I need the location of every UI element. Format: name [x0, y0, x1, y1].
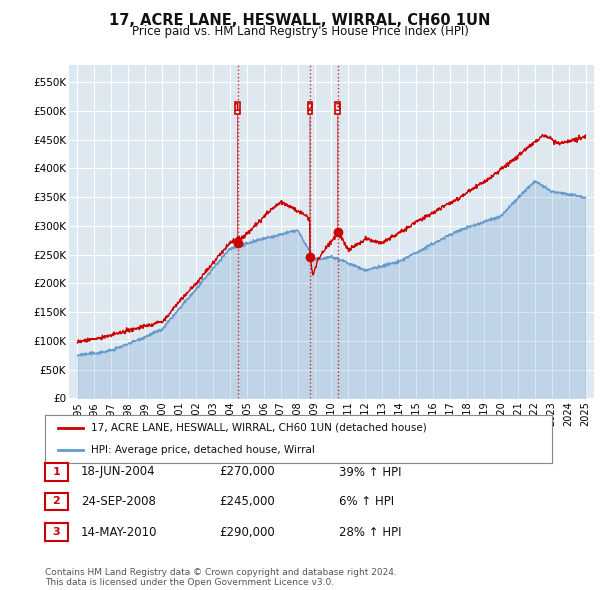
- Text: 1: 1: [235, 103, 241, 113]
- Text: 28% ↑ HPI: 28% ↑ HPI: [339, 526, 401, 539]
- Text: Price paid vs. HM Land Registry's House Price Index (HPI): Price paid vs. HM Land Registry's House …: [131, 25, 469, 38]
- Text: 17, ACRE LANE, HESWALL, WIRRAL, CH60 1UN (detached house): 17, ACRE LANE, HESWALL, WIRRAL, CH60 1UN…: [91, 423, 427, 433]
- Text: 2: 2: [307, 103, 313, 113]
- Text: £245,000: £245,000: [219, 495, 275, 508]
- Text: 18-JUN-2004: 18-JUN-2004: [81, 466, 155, 478]
- FancyBboxPatch shape: [335, 101, 340, 114]
- Text: HPI: Average price, detached house, Wirral: HPI: Average price, detached house, Wirr…: [91, 445, 314, 455]
- Text: £270,000: £270,000: [219, 466, 275, 478]
- Text: £290,000: £290,000: [219, 526, 275, 539]
- Text: 3: 3: [334, 103, 341, 113]
- Text: 24-SEP-2008: 24-SEP-2008: [81, 495, 156, 508]
- FancyBboxPatch shape: [308, 101, 313, 114]
- Text: 6% ↑ HPI: 6% ↑ HPI: [339, 495, 394, 508]
- Text: 2: 2: [53, 497, 60, 506]
- Text: 1: 1: [53, 467, 60, 477]
- FancyBboxPatch shape: [235, 101, 240, 114]
- Text: Contains HM Land Registry data © Crown copyright and database right 2024.
This d: Contains HM Land Registry data © Crown c…: [45, 568, 397, 587]
- Text: 3: 3: [53, 527, 60, 537]
- Text: 17, ACRE LANE, HESWALL, WIRRAL, CH60 1UN: 17, ACRE LANE, HESWALL, WIRRAL, CH60 1UN: [109, 13, 491, 28]
- Text: 14-MAY-2010: 14-MAY-2010: [81, 526, 157, 539]
- Text: 39% ↑ HPI: 39% ↑ HPI: [339, 466, 401, 478]
